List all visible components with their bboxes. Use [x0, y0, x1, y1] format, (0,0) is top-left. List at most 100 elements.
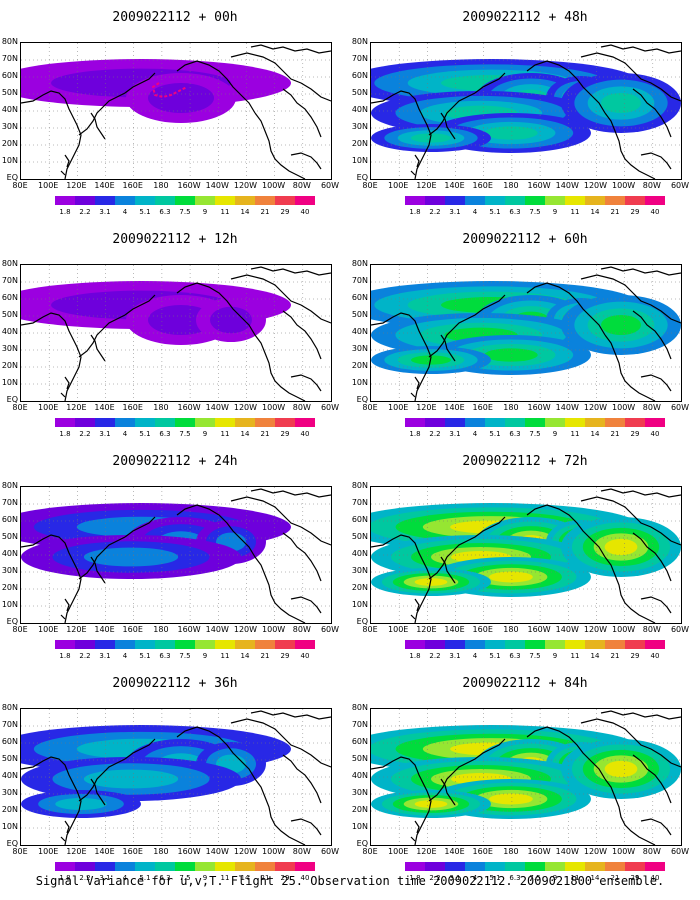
colorbar-swatch [445, 418, 465, 427]
lon-label: 160E [122, 847, 143, 856]
coastline [230, 52, 331, 102]
coastline [176, 504, 256, 558]
lat-label: 40N [1, 549, 18, 558]
colorbar-swatch [115, 196, 135, 205]
lat-label: 80N [1, 481, 18, 490]
lat-label: 30N [1, 122, 18, 131]
coastline [250, 488, 331, 498]
lat-label: 70N [351, 498, 368, 507]
lon-label: 100E [38, 625, 59, 634]
coastline [290, 818, 322, 836]
coastline [21, 756, 82, 845]
colorbar-swatch [55, 640, 75, 649]
lat-label: 60N [1, 515, 18, 524]
lat-label: 30N [351, 566, 368, 575]
colorbar [405, 862, 665, 871]
coastline [64, 598, 70, 612]
colorbar-swatch [95, 418, 115, 427]
colorbar-swatch [275, 196, 295, 205]
lon-label: 140E [444, 181, 465, 190]
colorbar-swatch [235, 640, 255, 649]
colorbar-label: 2.2 [79, 430, 91, 438]
colorbar-swatch [565, 862, 585, 871]
coastline [176, 282, 256, 336]
colorbar-swatch [585, 640, 605, 649]
colorbar-label: 40 [300, 430, 310, 438]
colorbar-swatch [115, 640, 135, 649]
variance-contour [83, 547, 179, 567]
lon-label: 160W [177, 625, 201, 634]
lon-label: 100W [612, 181, 636, 190]
lon-label: 140E [94, 181, 115, 190]
lat-label: 20N [1, 805, 18, 814]
coastline [428, 738, 506, 802]
colorbar-swatch [505, 418, 525, 427]
colorbar-swatch [585, 862, 605, 871]
lon-label: 80E [12, 181, 28, 190]
colorbar-label: 1.8 [409, 208, 421, 216]
colorbar-swatch [115, 862, 135, 871]
lon-label: 100W [262, 403, 286, 412]
lat-label: 60N [1, 71, 18, 80]
colorbar-label: 6.3 [509, 874, 521, 882]
colorbar-label: 5.1 [489, 652, 501, 660]
colorbar-swatch [175, 196, 195, 205]
colorbar-label: 3.1 [449, 208, 461, 216]
variance-map [20, 708, 332, 846]
lon-label: 120W [233, 847, 258, 856]
coastline [230, 496, 331, 546]
colorbar-label: 14 [590, 652, 600, 660]
colorbar-label: 4 [472, 652, 478, 660]
lon-label: 120W [583, 181, 608, 190]
lon-label: 100E [388, 847, 409, 856]
variance-map [370, 708, 682, 846]
colorbar-label: 29 [280, 208, 290, 216]
variance-contour [484, 348, 538, 362]
coastline [604, 556, 656, 623]
lat-label: 30N [1, 788, 18, 797]
colorbar-swatch [485, 640, 505, 649]
coastline [250, 44, 331, 54]
coastline [440, 112, 456, 140]
lon-label: 140E [94, 403, 115, 412]
coastline [290, 152, 322, 170]
colorbar-label: 1.8 [59, 208, 71, 216]
lon-label: 80W [292, 181, 311, 190]
lon-label: 160E [122, 625, 143, 634]
lon-label: 140W [205, 625, 229, 634]
coastline [640, 596, 672, 614]
lon-label: 120W [233, 181, 258, 190]
colorbar-swatch [255, 640, 275, 649]
lon-label: 100E [388, 181, 409, 190]
lon-label: 100W [262, 847, 286, 856]
coastline [21, 534, 82, 623]
colorbar-swatch [485, 862, 505, 871]
coastline [64, 154, 70, 168]
colorbar-label: 7.5 [529, 874, 541, 882]
colorbar-label: 29 [630, 208, 640, 216]
colorbar-swatch [115, 418, 135, 427]
lon-label: 140W [205, 847, 229, 856]
map-panel: 2009022112 + 36h 80N 70N 60N 50N 40N 30N 20N 10N… [0, 666, 350, 888]
colorbar-labels: 1.8 2.2 3.1 4 5.1 6.3 7.5 9 11 14 21 29 40 [405, 874, 665, 883]
lon-label: 100W [612, 847, 636, 856]
colorbar-swatch [405, 640, 425, 649]
variance-map [370, 42, 682, 180]
colorbar-label: 1.8 [409, 874, 421, 882]
lon-label: 60W [320, 625, 340, 634]
lat-label: 50N [351, 88, 368, 97]
lon-label: 140W [555, 847, 579, 856]
map-panel: 2009022112 + 12h 80N 70N 60N 50N 40N 30N 20N 10N… [0, 222, 350, 444]
lat-label: 70N [351, 276, 368, 285]
panel-title: 2009022112 + 00h [112, 10, 238, 25]
variance-contour [148, 305, 214, 335]
lon-label: 160W [527, 625, 551, 634]
lon-label: 180 [153, 181, 169, 190]
lon-label: 180 [503, 847, 519, 856]
coastline [414, 376, 420, 390]
coastline [60, 392, 66, 398]
map-panel: 2009022112 + 00h 80N 70N 60N 50N 40N 30N 20N 10N… [0, 0, 350, 222]
variance-contour [604, 538, 638, 556]
coastline [580, 718, 681, 768]
colorbar-label: 5.1 [139, 874, 151, 882]
